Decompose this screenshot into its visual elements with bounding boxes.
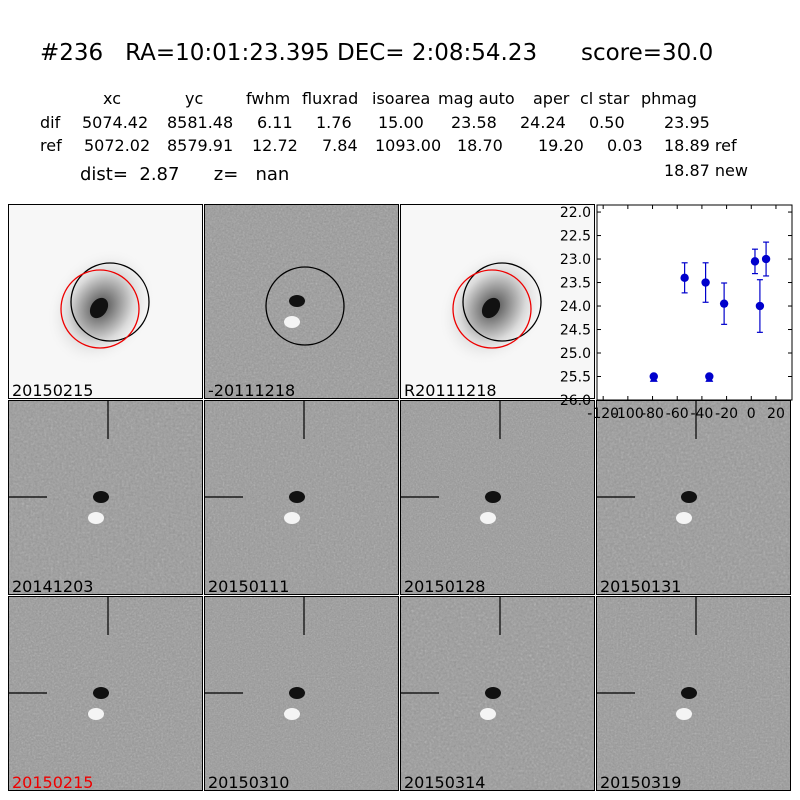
distance-redshift-line: dist= 2.87 z= nan (80, 164, 290, 185)
data-point (701, 262, 710, 303)
col-header-aper: aper (533, 89, 570, 108)
x-tick-label: 20 (767, 406, 785, 422)
stamp-date-label: 20150131 (600, 577, 682, 595)
y-tick-label: 24.0 (560, 299, 591, 315)
row-label-ref: ref (40, 136, 62, 155)
stamp-date-label: 20150215 (12, 773, 94, 791)
col-header-cl-star: cl star (580, 89, 630, 108)
image-stamp-panel: 20150131 (596, 400, 791, 595)
stamp-date-label: 20150310 (208, 773, 290, 791)
image-stamp-panel: 20150319 (596, 596, 791, 791)
stamp-date-label: R20111218 (404, 381, 497, 399)
image-stamp-panel: -20111218 (204, 204, 399, 399)
col-header-fwhm: fwhm (246, 89, 291, 108)
table-cell: 0.50 (589, 113, 625, 132)
table-cell: 1.76 (316, 113, 352, 132)
y-tick-label: 25.5 (560, 370, 591, 386)
y-tick-label: 22.0 (560, 205, 591, 221)
stamp-date-label: 20150314 (404, 773, 486, 791)
image-stamp-panel: 20150215 (8, 204, 203, 399)
x-tick-label: -40 (690, 406, 713, 422)
galaxy-image (401, 205, 594, 398)
table-cell: 0.03 (607, 136, 643, 155)
table-cell: 24.24 (520, 113, 566, 132)
upper-limit-marker (705, 374, 714, 382)
x-tick-label: -80 (641, 406, 664, 422)
x-tick-label: -120 (587, 406, 619, 422)
phmag-new: 18.87 new (664, 161, 748, 180)
y-tick-label: 24.5 (560, 323, 591, 339)
plot-frame (596, 204, 793, 401)
image-stamp-panel: 20150310 (204, 596, 399, 791)
col-header-mag-auto: mag auto (438, 89, 515, 108)
image-stamp-panel: 20150111 (204, 400, 399, 595)
data-point (761, 241, 771, 277)
image-stamp-panel: 20150215 (8, 596, 203, 791)
table-cell: 8579.91 (167, 136, 234, 155)
y-tick-label: 23.5 (560, 276, 591, 292)
data-point (719, 282, 729, 325)
col-header-yc: yc (185, 89, 204, 108)
table-cell: 1093.00 (375, 136, 442, 155)
table-cell: 12.72 (252, 136, 298, 155)
col-header-phmag: phmag (641, 89, 697, 108)
x-tick-label: -20 (715, 406, 738, 422)
difference-image (597, 597, 790, 790)
stamp-date-label: 20150111 (208, 577, 290, 595)
image-stamp-panel: R20111218 (400, 204, 595, 399)
col-header-xc: xc (103, 89, 121, 108)
data-point (755, 279, 765, 333)
table-cell: 23.95 (664, 113, 710, 132)
stamp-date-label: 20141203 (12, 577, 94, 595)
table-cell: 5074.42 (82, 113, 149, 132)
light-curve-plot: 22.0 22.5 23.0 23.5 24.0 24.5 25.0 25.5 26.0-120… (560, 204, 793, 422)
difference-image (205, 205, 398, 398)
galaxy-image (9, 205, 202, 398)
difference-image (597, 401, 790, 594)
difference-image (401, 597, 594, 790)
y-tick-label: 23.0 (560, 252, 591, 268)
row-label-dif: dif (40, 113, 61, 132)
y-tick-label: 26.0 (560, 393, 591, 409)
difference-image (205, 597, 398, 790)
data-point (680, 262, 689, 294)
y-tick-label: 22.5 (560, 229, 591, 245)
table-cell: 5072.02 (84, 136, 151, 155)
stamp-date-label: 20150128 (404, 577, 486, 595)
table-cell: 8581.48 (167, 113, 234, 132)
table-cell: 19.20 (538, 136, 584, 155)
image-stamp-panel: 20150314 (400, 596, 595, 791)
image-stamp-panel: 20150128 (400, 400, 595, 595)
image-stamp-panel: 20141203 (8, 400, 203, 595)
table-cell: 18.70 (457, 136, 503, 155)
col-header-isoarea: isoarea (372, 89, 431, 108)
stamp-date-label: 20150319 (600, 773, 682, 791)
difference-image (9, 401, 202, 594)
page-title: #236 RA=10:01:23.395 DEC= 2:08:54.23 sco… (40, 40, 714, 66)
upper-limit-marker (649, 374, 658, 382)
table-cell: 7.84 (322, 136, 358, 155)
difference-image (401, 401, 594, 594)
x-tick-label: 0 (747, 406, 756, 422)
table-cell: 18.89 ref (664, 136, 737, 155)
x-tick-label: -100 (612, 406, 644, 422)
stamp-date-label: 20150215 (12, 381, 94, 399)
x-tick-label: -60 (666, 406, 689, 422)
difference-image (9, 597, 202, 790)
table-cell: 15.00 (378, 113, 424, 132)
table-cell: 6.11 (257, 113, 293, 132)
table-cell: 23.58 (451, 113, 497, 132)
col-header-fluxrad: fluxrad (302, 89, 359, 108)
y-tick-label: 25.0 (560, 346, 591, 362)
stamp-date-label: -20111218 (208, 381, 296, 399)
difference-image (205, 401, 398, 594)
data-point (750, 248, 760, 275)
